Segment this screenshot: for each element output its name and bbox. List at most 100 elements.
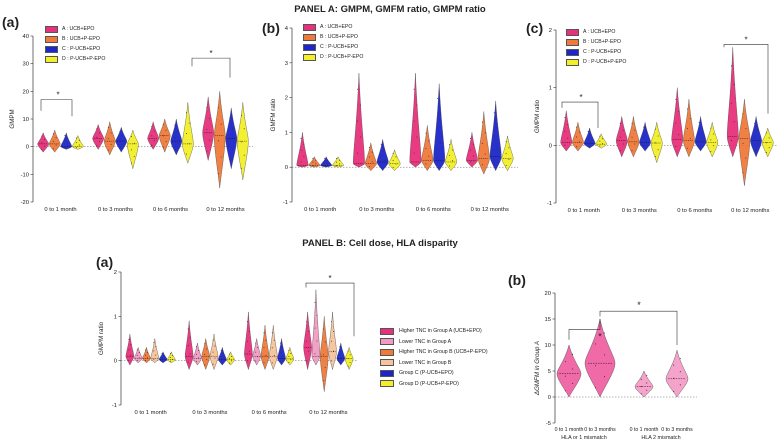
violin xyxy=(671,87,684,158)
data-point xyxy=(359,136,361,138)
data-point xyxy=(338,163,340,165)
violin xyxy=(182,102,194,164)
data-point xyxy=(640,378,642,380)
data-point xyxy=(336,161,338,163)
data-point xyxy=(185,153,187,155)
data-point xyxy=(144,360,146,362)
data-point xyxy=(162,135,164,137)
legend-label: Lower TNC in Group B xyxy=(399,359,452,366)
data-point xyxy=(195,361,197,363)
data-point xyxy=(75,137,77,139)
data-point xyxy=(153,350,155,352)
data-point xyxy=(754,150,756,152)
x-tick-label: 0 to 1 month xyxy=(135,410,167,416)
violin xyxy=(320,316,329,392)
data-point xyxy=(634,143,636,145)
legend-label: C : P-UCB+EPO xyxy=(320,44,359,50)
violin xyxy=(706,122,719,158)
data-point xyxy=(154,130,156,132)
data-point xyxy=(55,137,57,139)
violin xyxy=(115,127,127,153)
data-point xyxy=(347,358,349,360)
legend-item: Lower TNC in Group A xyxy=(380,337,488,348)
data-point xyxy=(174,136,176,138)
data-point xyxy=(687,108,689,110)
data-point xyxy=(413,152,415,154)
data-point xyxy=(451,160,453,162)
data-point xyxy=(273,339,275,341)
data-point xyxy=(308,330,310,332)
violin xyxy=(683,99,695,158)
data-point xyxy=(470,149,472,151)
data-point xyxy=(742,142,744,144)
data-point xyxy=(508,159,510,161)
data-point xyxy=(187,361,189,363)
violin xyxy=(269,325,278,371)
data-point xyxy=(280,351,282,353)
data-point xyxy=(162,146,164,148)
data-point xyxy=(78,144,80,146)
violin xyxy=(150,338,159,364)
violin xyxy=(639,122,651,152)
data-point xyxy=(169,360,171,362)
data-point xyxy=(392,159,394,161)
significance-star: * xyxy=(579,93,582,102)
legend-swatch xyxy=(45,45,58,53)
violin xyxy=(37,132,49,153)
data-point xyxy=(576,146,578,148)
data-point xyxy=(232,128,234,130)
violin xyxy=(214,91,226,189)
data-point xyxy=(675,98,677,100)
significance-star: * xyxy=(598,331,602,341)
data-point xyxy=(765,132,767,134)
data-point xyxy=(449,144,451,146)
data-point xyxy=(634,129,636,131)
data-point xyxy=(273,354,275,356)
data-point xyxy=(698,133,700,135)
data-point xyxy=(271,362,273,364)
legend-label: Group D (P-UCB+P-EPO) xyxy=(399,380,459,387)
legend-swatch xyxy=(566,48,579,56)
violin xyxy=(252,338,261,366)
legend-label: C : P-UCB+EPO xyxy=(583,49,622,55)
legend-label: Higher TNC in Group B (UCB+P-EPO) xyxy=(399,349,488,356)
data-point xyxy=(572,382,574,385)
data-point xyxy=(271,332,273,334)
data-point xyxy=(130,344,132,346)
data-point xyxy=(599,145,601,147)
violin xyxy=(583,127,596,149)
data-point xyxy=(594,365,597,367)
data-point xyxy=(133,142,135,144)
data-point xyxy=(282,347,284,349)
data-point xyxy=(730,102,732,104)
significance-bracket xyxy=(568,319,601,340)
y-tick-label: 1 xyxy=(285,130,288,136)
data-point xyxy=(187,328,189,330)
data-point xyxy=(306,321,308,323)
data-point xyxy=(257,356,259,358)
legend-swatch xyxy=(303,23,316,31)
legend-label: B : UCB+P-EPO xyxy=(62,36,100,42)
data-point xyxy=(698,121,700,123)
legend-swatch xyxy=(566,38,579,46)
violin xyxy=(303,311,312,370)
data-point xyxy=(206,128,208,130)
data-point xyxy=(195,353,197,355)
chart-label-a-c: (c) xyxy=(526,20,544,36)
data-point xyxy=(643,126,645,128)
data-point xyxy=(119,147,121,149)
data-point xyxy=(449,165,451,167)
data-point xyxy=(484,153,486,155)
data-point xyxy=(290,358,292,360)
data-point xyxy=(347,365,349,367)
panel-b-title: PANEL B: Cell dose, HLA disparity xyxy=(302,238,458,249)
data-point xyxy=(622,129,624,131)
violin xyxy=(750,116,762,158)
data-point xyxy=(229,159,231,161)
legend-swatch xyxy=(380,380,394,388)
data-point xyxy=(603,332,606,334)
legend-item: D : P-UCB+P-EPO xyxy=(45,54,105,64)
data-point xyxy=(643,136,645,138)
legend-label: Higher TNC in Group A (UCB+EPO) xyxy=(399,328,482,335)
data-point xyxy=(229,138,231,140)
